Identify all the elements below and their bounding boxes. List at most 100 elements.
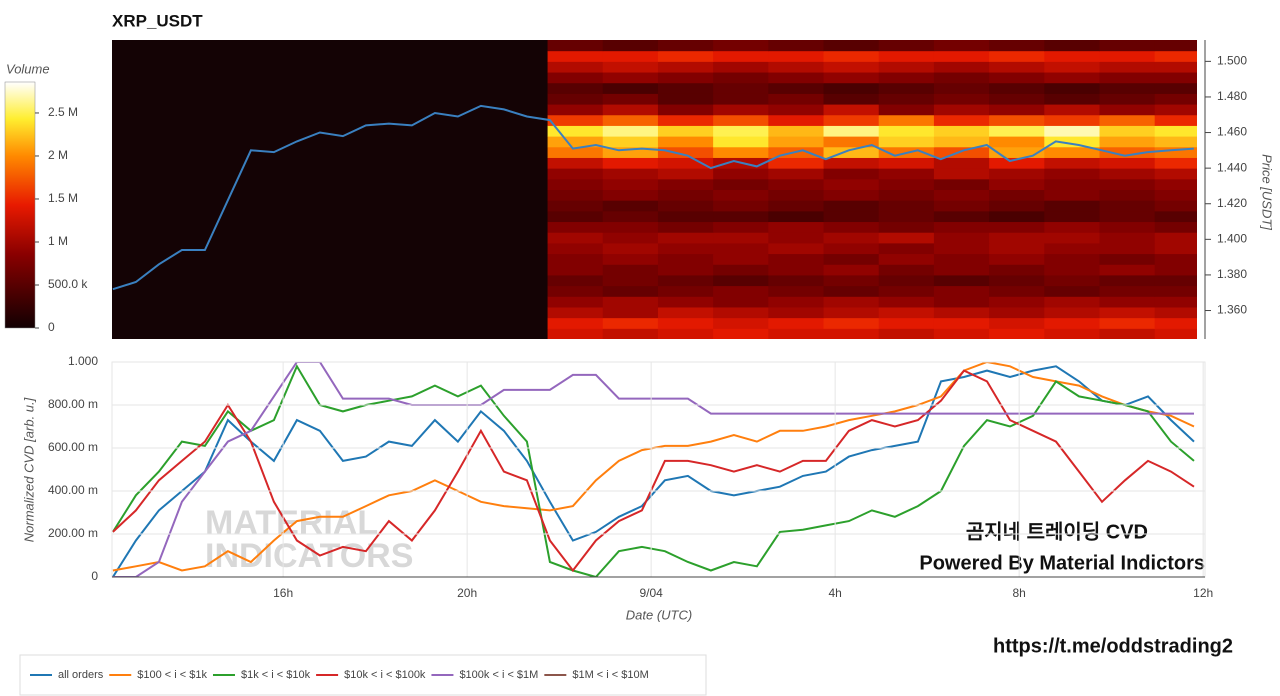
heatmap-cell xyxy=(1044,317,1100,329)
colorbar xyxy=(4,81,36,329)
heatmap-cell xyxy=(1044,168,1100,180)
heatmap-cell xyxy=(1099,232,1156,244)
heatmap-cell xyxy=(1099,242,1156,255)
colorbar-title: Volume xyxy=(6,61,50,76)
x-tick-label: 4h xyxy=(828,586,841,600)
heatmap-cell xyxy=(1154,157,1197,169)
heatmap-cell xyxy=(1099,221,1156,233)
heatmap-cell xyxy=(1099,82,1156,94)
heatmap-cell xyxy=(823,104,880,116)
heatmap-cell xyxy=(823,221,880,233)
heatmap-cell xyxy=(657,168,714,180)
heatmap-cell xyxy=(989,296,1045,308)
heatmap-cell xyxy=(1044,189,1100,201)
heatmap-cell xyxy=(1044,136,1100,148)
heatmap-cell xyxy=(933,168,990,180)
heatmap-cell xyxy=(989,114,1045,126)
heatmap-cell xyxy=(768,285,825,297)
heatmap-cell xyxy=(602,274,659,287)
heatmap-cell xyxy=(1099,296,1156,308)
heatmap-cell xyxy=(933,200,990,212)
heatmap-cell xyxy=(1099,253,1156,265)
heatmap-cell xyxy=(1154,200,1197,212)
heatmap-cell xyxy=(823,296,880,308)
heatmap-cell xyxy=(602,168,659,180)
link[interactable]: https://t.me/oddstrading2 xyxy=(993,635,1233,657)
heatmap-cell xyxy=(713,285,769,297)
heatmap-cell xyxy=(989,146,1045,158)
heatmap-cell xyxy=(713,242,769,255)
heatmap-cell xyxy=(989,168,1045,180)
heatmap-cell xyxy=(657,264,714,276)
heatmap-cell xyxy=(1099,285,1156,297)
heatmap-cell xyxy=(547,328,604,339)
heatmap-cell xyxy=(1154,189,1197,201)
heatmap-cell xyxy=(547,61,604,73)
heatmap-cell xyxy=(1044,93,1100,105)
x-tick-label: 9/04 xyxy=(639,586,663,600)
heatmap-cell xyxy=(602,221,659,233)
y-tick-label: 1.480 xyxy=(1217,89,1247,103)
heatmap-cell xyxy=(602,93,659,105)
heatmap-cell xyxy=(713,210,769,223)
heatmap-cell xyxy=(1154,61,1197,73)
heatmap-cell xyxy=(547,104,604,116)
heatmap-cell xyxy=(547,210,604,223)
heatmap-cell xyxy=(1099,200,1156,212)
heatmap-cell xyxy=(768,189,825,201)
heatmap-cell xyxy=(768,72,825,84)
heatmap-cell xyxy=(547,264,604,276)
y-tick-label: 0 xyxy=(91,569,98,583)
heatmap-cell xyxy=(933,104,990,116)
heatmap-cell xyxy=(657,328,714,339)
heatmap-cell xyxy=(1099,93,1156,105)
heatmap-cell xyxy=(768,232,825,244)
heatmap-cell xyxy=(602,189,659,201)
heatmap-cell xyxy=(713,264,769,276)
heatmap-cell xyxy=(933,210,990,223)
x-tick-label: 20h xyxy=(457,586,477,600)
heatmap-cell xyxy=(878,189,935,201)
heatmap-cell xyxy=(823,200,880,212)
legend-label: $1k < i < $10k xyxy=(241,669,311,681)
heatmap-cell xyxy=(823,232,880,244)
heatmap-cell xyxy=(878,317,935,329)
heatmap-cell xyxy=(1044,178,1100,190)
heatmap-cell xyxy=(823,328,880,339)
heatmap-cell xyxy=(933,253,990,265)
heatmap-cell xyxy=(878,114,935,126)
heatmap-cell xyxy=(989,72,1045,84)
heatmap-cell xyxy=(1099,317,1156,329)
heatmap-cell xyxy=(989,232,1045,244)
heatmap-cell xyxy=(989,221,1045,233)
heatmap-cell xyxy=(602,242,659,255)
heatmap-cell xyxy=(768,168,825,180)
heatmap-cell xyxy=(989,210,1045,223)
heatmap-cell xyxy=(768,40,825,52)
colorbar-tick-label: 2 M xyxy=(48,148,68,162)
heatmap-cell xyxy=(657,40,714,52)
heatmap-cell xyxy=(657,221,714,233)
heatmap-cell xyxy=(1154,93,1197,105)
heatmap-cell xyxy=(989,136,1045,148)
heatmap-cell xyxy=(933,114,990,126)
heatmap-cell xyxy=(878,136,935,148)
heatmap-cell xyxy=(657,253,714,265)
heatmap-cell xyxy=(713,125,769,137)
heatmap-cell xyxy=(989,189,1045,201)
heatmap-cell xyxy=(878,221,935,233)
heatmap-cell xyxy=(933,189,990,201)
heatmap-cell xyxy=(547,136,604,148)
heatmap-cell xyxy=(547,40,604,52)
heatmap-cell xyxy=(878,72,935,84)
heatmap-cell xyxy=(713,146,769,158)
heatmap-cell xyxy=(657,146,714,158)
heatmap-cell xyxy=(1154,168,1197,180)
heatmap-cell xyxy=(878,306,935,319)
heatmap-cell xyxy=(713,104,769,116)
heatmap-cell xyxy=(878,253,935,265)
heatmap-cell xyxy=(878,296,935,308)
heatmap-cell xyxy=(768,50,825,62)
heatmap-cell xyxy=(768,125,825,137)
heatmap-cell xyxy=(1099,72,1156,84)
